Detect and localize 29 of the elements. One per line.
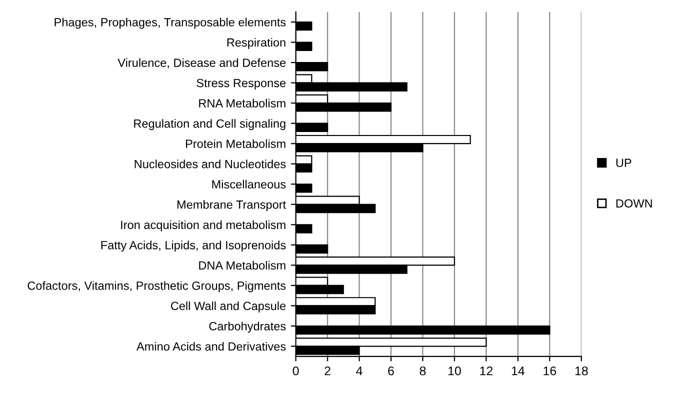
x-tick-label: 4 bbox=[356, 366, 362, 376]
y-tick-label: Membrane Transport bbox=[177, 200, 286, 212]
y-tick-label: Protein Metabolism bbox=[186, 139, 286, 148]
legend-label: DOWN bbox=[616, 199, 652, 208]
y-tick-label: Cell Wall and Capsule bbox=[170, 301, 286, 312]
y-tick-label: RNA Metabolism bbox=[199, 98, 286, 108]
y-tick-label: Iron acquisition and metabolism bbox=[121, 220, 286, 232]
x-tick-label: 12 bbox=[480, 366, 493, 376]
x-tick-label: 8 bbox=[420, 366, 426, 376]
y-tick-label: Carbohydrates bbox=[209, 322, 286, 333]
x-tick-label: 16 bbox=[544, 366, 556, 376]
y-tick-label: Regulation and Cell signaling bbox=[134, 119, 286, 130]
y-tick-label: Stress Response bbox=[196, 78, 286, 90]
y-tick-label: Respiration bbox=[227, 38, 286, 50]
y-tick-label: Cofactors, Vitamins, Prosthetic Groups, Pigments bbox=[28, 281, 286, 292]
y-tick-label: DNA Metabolism bbox=[199, 260, 286, 270]
y-tick-label: Fatty Acids, Lipids, and Isoprenoids bbox=[101, 240, 286, 252]
y-tick-label: Miscellaneous bbox=[212, 180, 286, 189]
x-tick-label: 6 bbox=[388, 366, 394, 376]
x-tick-label: 18 bbox=[575, 366, 588, 376]
y-tick-label: Nucleosides and Nucleotides bbox=[134, 160, 286, 168]
x-tick-label: 0 bbox=[292, 366, 299, 376]
y-tick-label: Amino Acids and Derivatives bbox=[136, 342, 286, 351]
y-tick-label: Phages, Prophages, Transposable elements bbox=[54, 18, 286, 29]
x-tick-label: 10 bbox=[448, 366, 461, 376]
x-tick-label: 2 bbox=[324, 366, 330, 376]
y-tick-label: Virulence, Disease and Defense bbox=[118, 58, 286, 68]
x-tick-label: 14 bbox=[512, 366, 525, 376]
legend-label: UP bbox=[616, 158, 632, 168]
